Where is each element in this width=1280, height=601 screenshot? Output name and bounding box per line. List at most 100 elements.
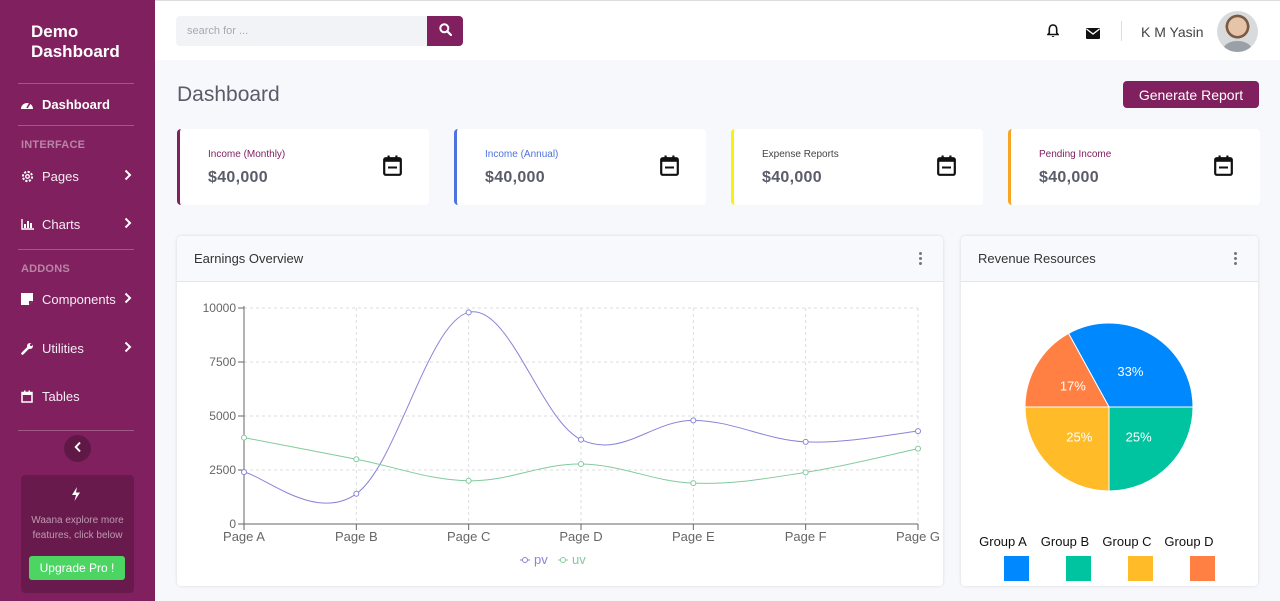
legend-swatch [1190, 556, 1215, 581]
user-name[interactable]: K M Yasin [1141, 24, 1204, 40]
sidebar-heading-addons: ADDONS [21, 263, 70, 275]
revenue-pie-chart: 33% 17% 25% 25% [1024, 322, 1194, 492]
panel-header: Earnings Overview [177, 236, 943, 282]
calendar-icon [20, 389, 34, 403]
legend-marker-dot [522, 557, 528, 563]
sidebar-item-charts[interactable]: Charts [20, 213, 138, 235]
stat-card: Income (Monthly) $40,000 [177, 129, 429, 205]
topbar-divider [1121, 21, 1122, 41]
data-point-uv [915, 445, 921, 452]
search-bar [176, 16, 463, 46]
x-tick-label: Page B [335, 529, 378, 544]
x-tick-label: Page D [559, 529, 602, 544]
data-point-pv [465, 309, 472, 316]
sidebar-item-tables[interactable]: Tables [20, 385, 138, 407]
data-point-pv [353, 490, 360, 497]
sidebar-item-utilities[interactable]: Utilities [20, 337, 138, 359]
sidebar-item-label: Dashboard [42, 96, 110, 112]
kebab-menu-icon[interactable] [1232, 251, 1238, 267]
sidebar-toggle-button[interactable] [64, 435, 91, 462]
upgrade-promo-card: Waana explore more features, click below… [21, 475, 134, 593]
y-tick-label: 2500 [209, 463, 236, 477]
brand-line-2: Dashboard [31, 42, 120, 61]
y-tick-label: 10000 [203, 301, 237, 315]
legend-swatch [1128, 556, 1153, 581]
avatar[interactable] [1217, 11, 1258, 52]
sidebar-item-label: Tables [42, 388, 80, 404]
gear-icon [20, 169, 34, 183]
calendar-icon [660, 155, 679, 181]
sidebar-divider [18, 125, 134, 126]
stat-card: Income (Annual) $40,000 [454, 129, 706, 205]
earnings-overview-panel: Earnings Overview 0 2500 5000 7500 10000 Page… [177, 236, 943, 586]
legend-marker-dot [560, 557, 566, 563]
kebab-menu-icon[interactable] [917, 251, 923, 267]
brand-title[interactable]: Demo Dashboard [31, 22, 120, 62]
sidebar-item-dashboard[interactable]: Dashboard [20, 93, 138, 115]
data-point-uv [802, 469, 809, 476]
calendar-icon [937, 155, 956, 181]
bell-icon[interactable] [1046, 24, 1060, 43]
data-point-pv [578, 436, 584, 443]
stat-card-value: $40,000 [1039, 169, 1099, 186]
legend-label-uv: uv [572, 552, 586, 567]
pie-slice-label: 25% [1066, 430, 1092, 445]
dashboard-icon [20, 97, 34, 111]
search-icon [438, 23, 452, 39]
pie-slice-group-a [1067, 322, 1194, 408]
data-point-uv [353, 456, 360, 463]
legend-label: Group C [1102, 534, 1152, 549]
upgrade-pro-button[interactable]: Upgrade Pro ! [29, 556, 125, 580]
data-point-uv [241, 434, 247, 441]
legend-label-pv: pv [534, 552, 548, 567]
sidebar-item-components[interactable]: Components [20, 288, 138, 310]
data-point-pv [690, 417, 697, 424]
calendar-icon [1214, 155, 1233, 181]
sidebar-item-label: Charts [42, 216, 81, 232]
pie-slice-label: 25% [1126, 430, 1152, 445]
brand-line-1: Demo [31, 22, 79, 41]
pie-slice-group-b [1108, 406, 1194, 492]
stat-card-value: $40,000 [762, 169, 822, 186]
page-title: Dashboard [177, 83, 280, 106]
panel-header: Revenue Resources [961, 236, 1258, 282]
chevron-right-icon [124, 217, 132, 232]
stat-card-label: Pending Income [1039, 149, 1112, 160]
stat-card-label: Income (Monthly) [208, 149, 286, 160]
earnings-line-chart: 0 2500 5000 7500 10000 Page A Page B Page C Page… [203, 301, 940, 567]
sidebar: Demo Dashboard Dashboard INTERFACE Pages… [0, 0, 155, 601]
y-tick-label: 5000 [209, 409, 236, 423]
chevron-left-icon [73, 440, 82, 458]
x-tick-label: Page E [672, 529, 715, 544]
stat-card-label: Income (Annual) [485, 149, 559, 160]
chevron-right-icon [124, 169, 132, 184]
data-point-pv [241, 469, 247, 476]
chevron-right-icon [124, 341, 132, 356]
x-tick-label: Page C [447, 529, 490, 544]
x-tick-label: Page G [896, 529, 940, 544]
y-tick-label: 0 [229, 517, 236, 531]
sidebar-item-label: Pages [42, 168, 79, 184]
stat-card-label: Expense Reports [762, 149, 839, 160]
pie-slice-group-d [1024, 332, 1110, 408]
chevron-right-icon [124, 292, 132, 307]
promo-text: Waana explore more features, click below [31, 515, 124, 541]
data-point-pv [915, 428, 921, 435]
x-tick-label: Page A [223, 529, 265, 544]
data-point-pv [802, 438, 809, 445]
panel-title: Earnings Overview [194, 251, 304, 266]
envelope-icon[interactable] [1086, 26, 1100, 44]
sidebar-item-pages[interactable]: Pages [20, 165, 138, 187]
wrench-icon [20, 341, 34, 355]
search-input[interactable] [176, 16, 427, 46]
x-tick-label: Page F [785, 529, 827, 544]
stat-card: Expense Reports $40,000 [731, 129, 983, 205]
data-point-uv [465, 477, 472, 484]
bolt-icon [71, 487, 81, 506]
y-tick-label: 7500 [209, 355, 236, 369]
calendar-icon [383, 155, 402, 181]
legend-label: Group D [1164, 534, 1214, 549]
search-button[interactable] [427, 16, 463, 46]
sidebar-divider [18, 249, 134, 250]
generate-report-button[interactable]: Generate Report [1123, 81, 1259, 108]
